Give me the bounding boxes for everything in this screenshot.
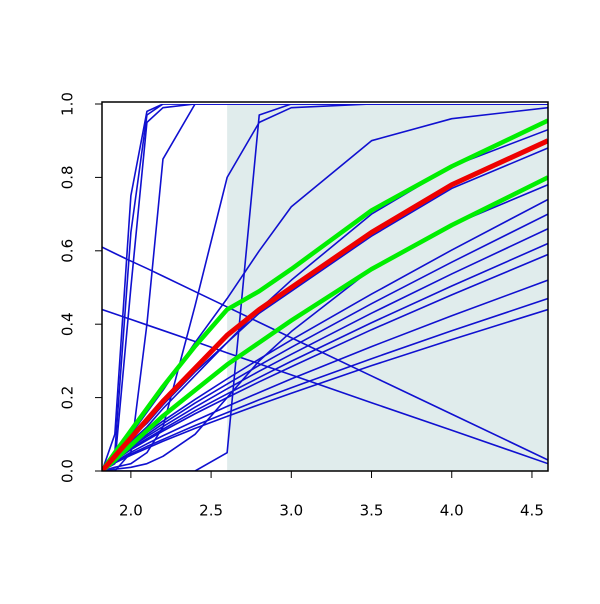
curve xyxy=(102,308,548,471)
x-tick-label: 2.5 xyxy=(199,502,223,520)
y-tick-label: 0.8 xyxy=(59,165,77,189)
curve xyxy=(102,175,548,471)
plot-frame xyxy=(101,101,549,472)
y-tick-label: 0.0 xyxy=(59,459,77,483)
curve xyxy=(102,104,548,471)
x-tick-label: 4.0 xyxy=(440,502,464,520)
y-tick-label: 0.6 xyxy=(59,239,77,263)
y-tick-label: 1.0 xyxy=(59,92,77,116)
curve xyxy=(102,246,548,461)
y-tick-label: 0.2 xyxy=(59,386,77,410)
curve xyxy=(102,308,548,465)
curve xyxy=(102,118,548,471)
x-tick-label: 2.0 xyxy=(119,502,143,520)
plot-area xyxy=(102,104,548,471)
curve xyxy=(102,138,548,471)
curve xyxy=(102,104,548,471)
curve xyxy=(102,104,548,471)
y-tick-label: 0.4 xyxy=(59,312,77,336)
x-tick-label: 4.5 xyxy=(520,502,544,520)
curve xyxy=(102,297,548,471)
curve xyxy=(102,279,548,471)
curve xyxy=(102,253,548,471)
curve xyxy=(102,104,548,471)
curve xyxy=(102,104,548,471)
shaded-region xyxy=(227,104,548,471)
x-tick-label: 3.0 xyxy=(279,502,303,520)
x-tick-label: 3.5 xyxy=(360,502,384,520)
